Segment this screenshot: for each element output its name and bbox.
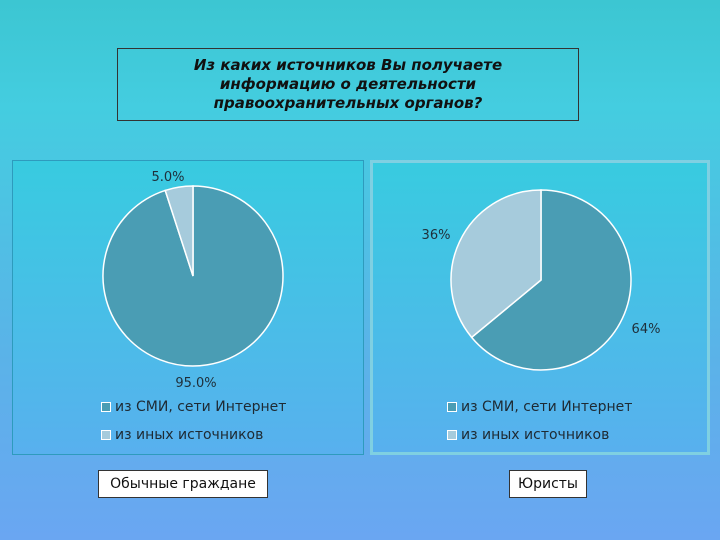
legend-citizens: из СМИ, сети Интернет из иных источников (101, 393, 286, 449)
legend-item-media: из СМИ, сети Интернет (447, 393, 632, 421)
chart-title-box: Из каких источников Вы получаете информа… (117, 48, 579, 121)
group-label-lawyers: Юристы (509, 470, 587, 498)
legend-item-media: из СМИ, сети Интернет (101, 393, 286, 421)
legend-swatch-other (101, 430, 111, 440)
data-label-media: 64% (632, 322, 661, 337)
chart-title: Из каких источников Вы получаете информа… (193, 56, 503, 112)
group-label-citizens: Обычные граждане (98, 470, 268, 498)
panel-lawyers: 64% 36% из СМИ, сети Интернет из иных ист… (370, 160, 710, 455)
legend-label-other: из иных источников (115, 427, 264, 443)
legend-lawyers: из СМИ, сети Интернет из иных источников (447, 393, 632, 449)
legend-label-other: из иных источников (461, 427, 610, 443)
pie-slice-other (164, 185, 194, 277)
data-label-media: 95.0% (175, 376, 216, 391)
legend-swatch-other (447, 430, 457, 440)
data-label-other: 5.0% (151, 170, 184, 185)
legend-label-media: из СМИ, сети Интернет (461, 399, 633, 415)
legend-swatch-media (101, 402, 111, 412)
pie-slice-other (450, 189, 542, 339)
legend-item-other: из иных источников (101, 421, 286, 449)
pie-chart-lawyers: 64% 36% (422, 189, 661, 371)
legend-swatch-media (447, 402, 457, 412)
pie-chart-citizens: 95.0% 5.0% (102, 170, 284, 391)
legend-label-media: из СМИ, сети Интернет (115, 399, 287, 415)
pie-slice-media (470, 189, 632, 371)
panel-citizens: 95.0% 5.0% из СМИ, сети Интернет из иных … (12, 160, 364, 455)
data-label-other: 36% (422, 228, 451, 243)
legend-item-other: из иных источников (447, 421, 632, 449)
